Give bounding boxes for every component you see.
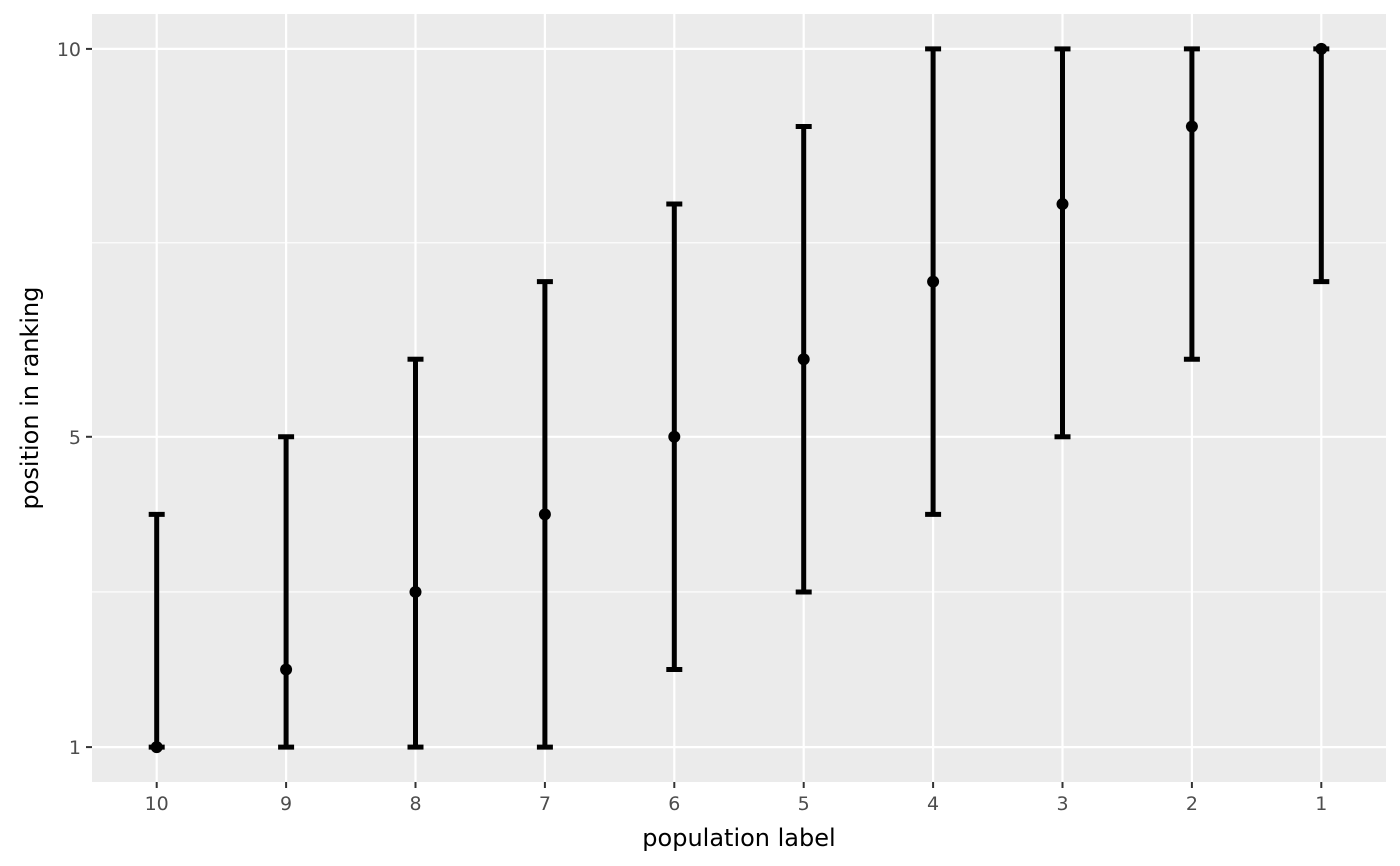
point-4: [927, 275, 940, 288]
x-tick-label-5: 5: [798, 793, 810, 815]
error-bar-8: [407, 356, 424, 750]
error-bar-2: [1183, 46, 1200, 362]
x-tick-label-2: 8: [409, 793, 421, 815]
point-1: [1315, 42, 1328, 55]
error-bar-3: [1054, 46, 1071, 440]
y-tick-label-1: 5: [69, 427, 81, 449]
x-tick-label-0: 10: [145, 793, 169, 815]
x-tick-label-3: 7: [539, 793, 551, 815]
x-tick-label-6: 4: [927, 793, 939, 815]
x-tick-label-9: 1: [1315, 793, 1327, 815]
point-10: [150, 741, 163, 754]
plot-panel: [92, 14, 1386, 782]
point-7: [538, 508, 551, 521]
point-6: [668, 430, 681, 443]
point-2: [1185, 120, 1198, 133]
y-tick-label-2: 10: [57, 39, 81, 61]
x-tick-label-7: 3: [1056, 793, 1068, 815]
x-axis-title: population label: [642, 824, 835, 852]
y-axis-title: position in ranking: [16, 287, 44, 510]
x-tick-label-4: 6: [668, 793, 680, 815]
error-bar-9: [278, 434, 295, 750]
y-tick-label-0: 1: [69, 737, 81, 759]
point-9: [280, 663, 293, 676]
point-3: [1056, 198, 1069, 211]
points: [150, 42, 1328, 754]
x-tick-label-8: 2: [1186, 793, 1198, 815]
x-axis-ticks: 10 9 8 7 6 5 4 3 2 1: [145, 782, 1327, 815]
x-tick-label-1: 9: [280, 793, 292, 815]
point-5: [797, 353, 810, 366]
point-8: [409, 585, 422, 598]
